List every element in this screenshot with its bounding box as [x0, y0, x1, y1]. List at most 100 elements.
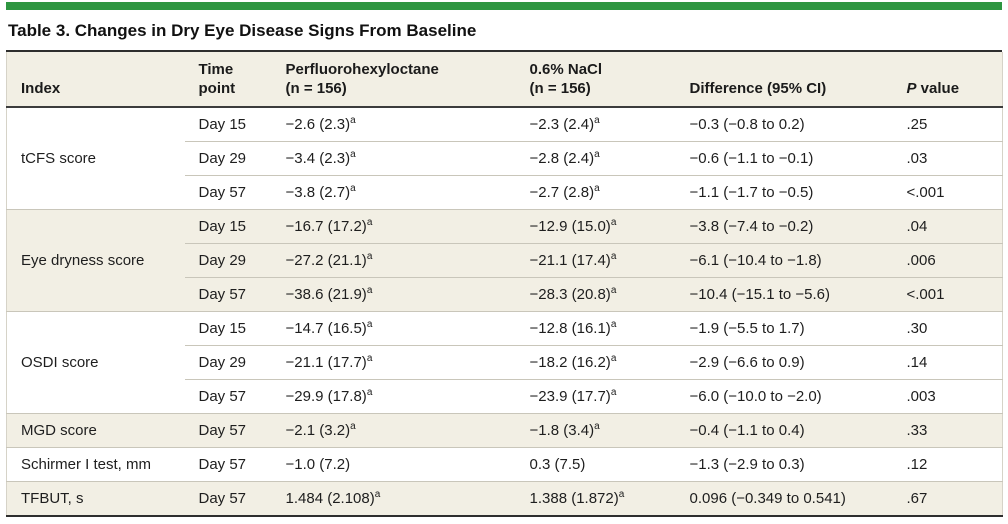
- time-point-cell: Day 15: [184, 311, 272, 346]
- col-header-difference: Difference (95% CI): [675, 52, 893, 108]
- table-row: TFBUT, s Day 57 1.484 (2.108)a 1.388 (1.872…: [6, 481, 1003, 516]
- index-cell: Eye dryness score: [6, 209, 185, 312]
- drug-value-cell: −1.0 (7.2): [271, 447, 516, 482]
- difference-cell: −1.9 (−5.5 to 1.7): [675, 311, 893, 346]
- p-value-cell: <.001: [892, 277, 1003, 312]
- drug-value-cell: −29.9 (17.8)a: [271, 379, 516, 414]
- difference-cell: −0.3 (−0.8 to 0.2): [689, 115, 805, 133]
- nacl-value-cell: −2.7 (2.8)a: [515, 175, 676, 210]
- footnote-a-marker: a: [594, 182, 600, 194]
- footnote-a-marker: a: [610, 386, 617, 398]
- footnote-a-marker: a: [610, 352, 617, 364]
- difference-cell: −6.0 (−10.0 to −2.0): [675, 379, 893, 414]
- drug-value-cell: −3.4 (2.3)a: [271, 141, 516, 176]
- index-cell: OSDI score: [6, 311, 185, 414]
- footnote-a-marker: a: [610, 284, 617, 296]
- drug-value-cell: −3.8 (2.7)a: [271, 175, 516, 210]
- difference-cell: −1.1 (−1.7 to −0.5): [675, 175, 893, 210]
- footnote-a-marker: a: [366, 318, 373, 330]
- p-value-cell: .003: [892, 379, 1003, 414]
- nacl-value-cell: −12.8 (16.1)a: [515, 311, 676, 346]
- difference-cell: −0.4 (−1.1 to 0.4): [675, 413, 893, 448]
- index-cell: tCFS score: [21, 149, 97, 167]
- footnote-a-marker: a: [594, 420, 600, 432]
- dry-eye-signs-table: Index Time point Perfluorohexyloctane (n…: [6, 52, 1003, 517]
- p-value-cell: .14: [892, 345, 1003, 380]
- nacl-value-cell: 0.3 (7.5): [515, 447, 676, 482]
- footnote-a-marker: a: [610, 250, 617, 262]
- table-row: Day 57 −3.8 (2.7)a −2.7 (2.8)a −1.1 (−1.7 t…: [7, 175, 1003, 210]
- col-header-nacl: 0.6% NaCl (n = 156): [515, 52, 676, 108]
- time-point-cell: Day 29: [184, 141, 272, 176]
- table-row: Day 57 −29.9 (17.8)a −23.9 (17.7)a −6.0 (−1…: [7, 379, 1003, 414]
- nacl-value-cell: −23.9 (17.7)a: [515, 379, 676, 414]
- time-point-cell: Day 29: [184, 243, 272, 278]
- nacl-value-cell: −28.3 (20.8)a: [515, 277, 676, 312]
- col-header-p-value: P value: [892, 52, 1003, 108]
- difference-cell: 0.096 (−0.349 to 0.541): [675, 481, 893, 516]
- footnote-a-marker: a: [350, 114, 356, 126]
- footnote-a-marker: a: [350, 182, 356, 194]
- difference-cell: −6.1 (−10.4 to −1.8): [675, 243, 893, 278]
- header-row: Index Time point Perfluorohexyloctane (n…: [6, 52, 1003, 108]
- difference-cell: −1.3 (−2.9 to 0.3): [675, 447, 893, 482]
- p-value-rest: value: [916, 80, 960, 97]
- time-point-cell: Day 57: [184, 447, 272, 482]
- footnote-a-marker: a: [350, 420, 356, 432]
- table-row: Day 29 −3.4 (2.3)a −2.8 (2.4)a −0.6 (−1.1 t…: [7, 141, 1003, 176]
- table-row: Day 29 −27.2 (21.1)a −21.1 (17.4)a −6.1 (−1…: [7, 243, 1003, 278]
- footnote-a-marker: a: [610, 216, 617, 228]
- nacl-value-cell: −2.3 (2.4)a: [529, 114, 600, 133]
- footnote-a-marker: a: [366, 284, 373, 296]
- col-header-index: Index: [6, 52, 185, 108]
- table-row: Day 57 −38.6 (21.9)a −28.3 (20.8)a −10.4 (−…: [7, 277, 1003, 312]
- footnote-a-marker: a: [366, 352, 373, 364]
- footnote-a-marker: a: [350, 148, 356, 160]
- drug-value-cell: −27.2 (21.1)a: [271, 243, 516, 278]
- time-point-cell: Day 15: [184, 209, 272, 244]
- drug-value-cell: −38.6 (21.9)a: [271, 277, 516, 312]
- nacl-value-cell: −21.1 (17.4)a: [515, 243, 676, 278]
- p-value-cell: .12: [892, 447, 1003, 482]
- table-row: Schirmer I test, mm Day 57 −1.0 (7.2) 0.3 (…: [6, 447, 1003, 482]
- col-header-time-point: Time point: [184, 52, 272, 108]
- nacl-value-cell: 1.388 (1.872)a: [515, 481, 676, 516]
- table-row: Day 29 −21.1 (17.7)a −18.2 (16.2)a −2.9 (−6…: [7, 345, 1003, 380]
- difference-cell: −10.4 (−15.1 to −5.6): [675, 277, 893, 312]
- table-accent-bar: [6, 2, 1002, 10]
- drug-value-cell: 1.484 (2.108)a: [271, 481, 516, 516]
- footnote-a-marker: a: [594, 114, 600, 126]
- drug-value-cell: −16.7 (17.2)a: [271, 209, 516, 244]
- footnote-a-marker: a: [374, 488, 381, 500]
- footnote-a-marker: a: [594, 148, 600, 160]
- title-divider: [6, 50, 1002, 52]
- time-point-cell: Day 57: [184, 175, 272, 210]
- p-value-cell: .006: [892, 243, 1003, 278]
- drug-value-cell: −2.1 (3.2)a: [271, 413, 516, 448]
- p-value-cell: .67: [892, 481, 1003, 516]
- difference-cell: −2.9 (−6.6 to 0.9): [675, 345, 893, 380]
- p-value-cell: .25: [906, 115, 928, 133]
- footnote-a-marker: a: [610, 318, 617, 330]
- footnote-a-marker: a: [618, 488, 625, 500]
- p-value-cell: .04: [892, 209, 1003, 244]
- table-row: Eye dryness score Day 15 −16.7 (17.2)a −12.…: [6, 209, 1003, 312]
- difference-cell: −0.6 (−1.1 to −0.1): [675, 141, 893, 176]
- drug-value-cell: −2.6 (2.3)a: [285, 114, 356, 133]
- col-header-perfluorohexyloctane: Perfluorohexyloctane (n = 156): [271, 52, 516, 108]
- p-value-italic-p: P: [906, 80, 917, 97]
- p-value-cell: <.001: [892, 175, 1003, 210]
- footnote-a-marker: a: [366, 250, 373, 262]
- p-value-cell: .03: [892, 141, 1003, 176]
- nacl-value-cell: −18.2 (16.2)a: [515, 345, 676, 380]
- footnote-a-marker: a: [366, 386, 373, 398]
- table-row: tCFS score Day 15 −2.6 (2.3)a −2.3 (2.4)a −0…: [7, 107, 1003, 167]
- p-value-cell: .30: [892, 311, 1003, 346]
- index-cell: TFBUT, s: [6, 481, 185, 516]
- table-row: OSDI score Day 15 −14.7 (16.5)a −12.8 (16.1…: [6, 311, 1003, 414]
- time-point-cell: Day 15: [198, 115, 247, 133]
- time-point-cell: Day 29: [184, 345, 272, 380]
- time-point-cell: Day 57: [184, 413, 272, 448]
- footnote-a-marker: a: [366, 216, 373, 228]
- time-point-cell: Day 57: [184, 379, 272, 414]
